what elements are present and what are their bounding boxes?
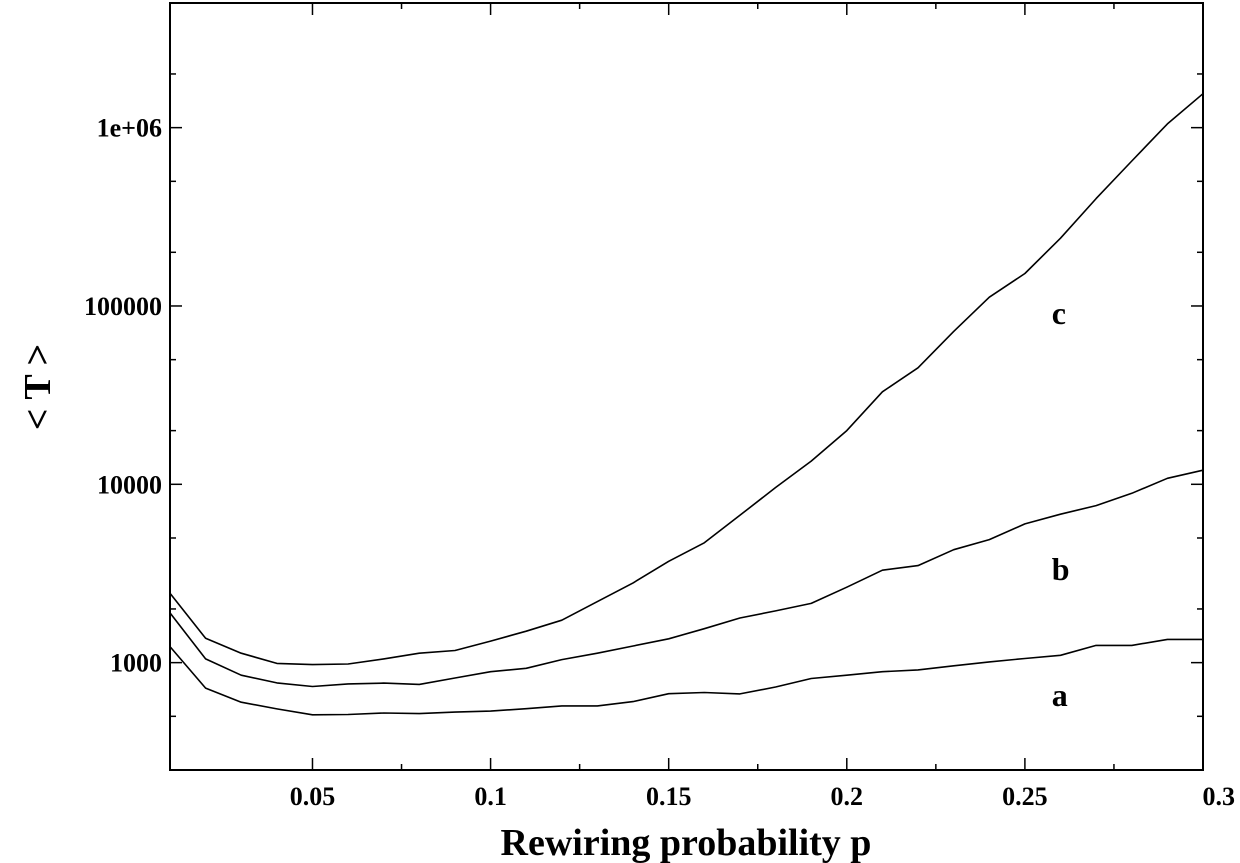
- x-tick-label: 0.05: [290, 782, 336, 811]
- y-tick-label: 1000: [110, 649, 162, 678]
- x-tick-label: 0.1: [474, 782, 507, 811]
- x-axis-title: Rewiring probability p: [501, 822, 872, 863]
- series-labels: a b c: [1052, 295, 1070, 713]
- x-tick-label: 0.3: [1203, 782, 1236, 811]
- series-label-c: c: [1052, 295, 1066, 331]
- series-line-b: [169, 469, 1204, 688]
- y-tick-label: 1e+06: [97, 114, 162, 143]
- x-tick-label: 0.25: [1002, 782, 1048, 811]
- series-line-c: [169, 93, 1204, 666]
- plot-frame: [169, 2, 1204, 771]
- y-tick-label: 100000: [84, 292, 162, 321]
- x-tick-label: 0.15: [646, 782, 692, 811]
- series-label-b: b: [1052, 551, 1070, 587]
- y-tick-labels: 1000 10000 100000 1e+06: [84, 114, 162, 678]
- x-tick-labels: 0.05 0.1 0.15 0.2 0.25 0.3: [290, 782, 1235, 811]
- x-tick-label: 0.2: [831, 782, 864, 811]
- series-label-a: a: [1052, 677, 1068, 713]
- series-lines: [169, 93, 1204, 716]
- y-tick-label: 10000: [97, 470, 162, 499]
- y-axis-title: < T >: [17, 344, 59, 430]
- series-line-a: [169, 638, 1203, 716]
